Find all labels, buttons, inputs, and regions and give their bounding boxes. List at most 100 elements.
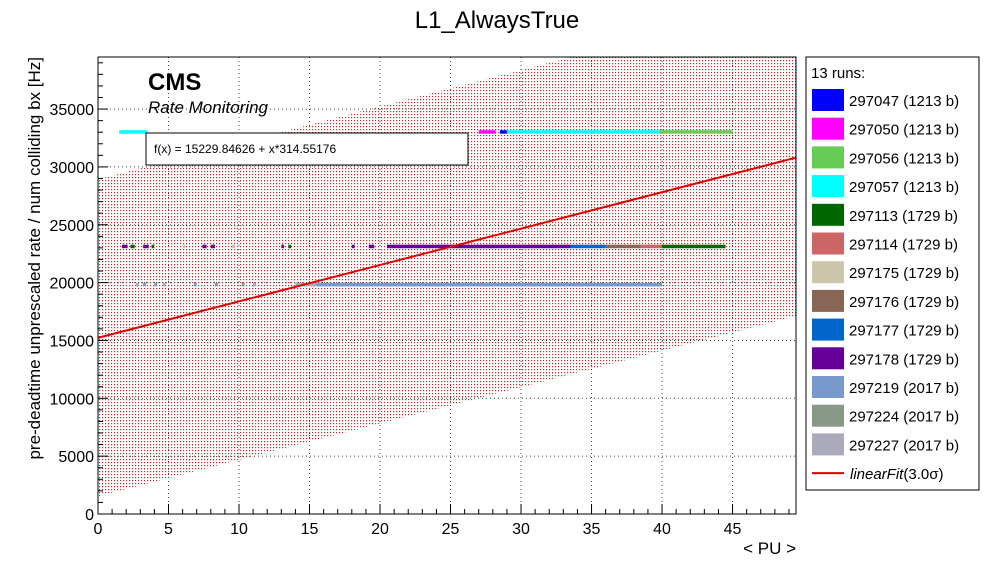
plot-frame	[97, 56, 797, 515]
data-point-run	[119, 130, 148, 134]
series-0	[499, 130, 507, 134]
fit-line-layer	[98, 156, 796, 339]
y-tick-label: 30000	[50, 160, 95, 177]
data-point-run	[605, 244, 641, 249]
data-point-run	[143, 282, 146, 287]
legend: 13 runs: 297047 (1213 b)297050 (1213 b)2…	[805, 56, 980, 491]
series-1	[478, 130, 496, 134]
legend-item: 297176 (1729 b)	[812, 289, 959, 312]
x-tick-label: 35	[583, 521, 601, 538]
series-3	[119, 130, 660, 134]
legend-label: 297057 (1213 b)	[849, 179, 959, 196]
x-tick-label: 0	[94, 521, 103, 538]
data-point-run	[121, 244, 128, 249]
data-point-run	[281, 244, 285, 249]
data-point-run	[193, 282, 197, 287]
data-point-run	[130, 244, 135, 249]
y-tick-label: 20000	[50, 276, 95, 293]
fit-function-box: f(x) = 15229.84626 + x*314.55176	[145, 132, 469, 166]
legend-swatch	[812, 318, 844, 341]
legend-swatch	[812, 376, 844, 398]
x-tick-label: 40	[653, 521, 671, 538]
series-10	[143, 282, 663, 287]
data-point-run	[640, 244, 663, 249]
fit-function-frame	[145, 132, 469, 166]
legend-swatch	[812, 89, 844, 111]
legend-label: 297227 (2017 b)	[849, 437, 959, 454]
legend-item: 297056 (1213 b)	[812, 146, 959, 169]
x-axis-label: < PU >	[743, 539, 796, 558]
legend-item: 297047 (1213 b)	[812, 89, 959, 111]
x-tick-label: 15	[301, 521, 319, 538]
legend-swatch	[812, 175, 844, 198]
legend-label: 297056 (1213 b)	[849, 150, 959, 167]
legend-item: 297113 (1729 b)	[812, 203, 958, 226]
legend-swatch	[812, 146, 844, 169]
series-8	[570, 244, 606, 249]
legend-swatch	[812, 232, 844, 255]
data-point-run	[215, 282, 218, 287]
legend-item: 297057 (1213 b)	[812, 175, 959, 198]
axes-layer: 0 5 10 15 20 25 30 35 40 45 0 5000 10000 15000 20000 25…	[50, 62, 790, 538]
series-4	[130, 244, 726, 249]
data-point-run	[368, 244, 375, 249]
fit-sigma-band	[98, 57, 796, 497]
y-tick-label: 25000	[50, 218, 95, 235]
chart-title: L1_AlwaysTrue	[415, 7, 580, 34]
x-tick-label: 25	[442, 521, 460, 538]
cms-label: CMS	[148, 69, 201, 96]
y-tick-label: 10000	[50, 391, 95, 408]
data-point-run	[316, 282, 663, 287]
legend-item: 297219 (2017 b)	[812, 376, 959, 398]
legend-label: 297050 (1213 b)	[849, 122, 959, 139]
legend-label: 297113 (1729 b)	[849, 208, 958, 225]
legend-label: 297219 (2017 b)	[849, 380, 959, 397]
legend-swatch	[812, 433, 844, 456]
legend-item: 297224 (2017 b)	[812, 404, 959, 427]
x-tick-label: 45	[724, 521, 742, 538]
data-point-run	[662, 244, 726, 249]
y-tick-label: 0	[85, 507, 94, 524]
fit-band-layer	[98, 57, 796, 497]
data-point-run	[659, 130, 733, 134]
legend-item: 297175 (1729 b)	[812, 261, 959, 284]
data-point-run	[288, 244, 292, 249]
legend-swatch	[812, 404, 844, 427]
legend-item: 297227 (2017 b)	[812, 433, 959, 456]
legend-label: 297176 (1729 b)	[849, 294, 959, 311]
data-point-run	[162, 282, 166, 287]
data-point-run	[202, 244, 207, 249]
legend-item: 297177 (1729 b)	[812, 318, 959, 341]
fit-line	[98, 156, 796, 339]
data-point-run	[253, 282, 256, 287]
data-point-run	[143, 244, 149, 249]
series-2	[659, 130, 733, 134]
legend-swatch	[812, 203, 844, 226]
series-5	[640, 244, 663, 249]
y-tick-label: 15000	[50, 333, 95, 350]
y-axis-label: pre-deadtime unprescaled rate / num coll…	[25, 57, 44, 460]
rate-monitoring-label: Rate Monitoring	[148, 98, 269, 117]
legend-item: 297178 (1729 b)	[812, 347, 959, 370]
legend-label: 297224 (2017 b)	[849, 409, 959, 426]
legend-item: 297114 (1729 b)	[812, 232, 958, 255]
x-tick-label: 10	[230, 521, 248, 538]
data-point-run	[387, 244, 571, 249]
data-point-run	[210, 244, 216, 249]
legend-label: 297047 (1213 b)	[849, 93, 959, 110]
legend-label: 297178 (1729 b)	[849, 351, 959, 368]
legend-items: 297047 (1213 b) 297050 (1213 b) 297056 (12…	[812, 89, 959, 483]
legend-item: 297050 (1213 b)	[812, 117, 959, 140]
legend-swatch	[812, 261, 844, 284]
x-tick-label: 5	[164, 521, 173, 538]
data-point-run	[351, 244, 355, 249]
data-point-run	[506, 130, 660, 134]
legend-label: 297177 (1729 b)	[849, 323, 959, 340]
series-11	[241, 282, 245, 287]
data-point-run	[136, 282, 139, 287]
legend-swatch	[812, 117, 844, 140]
data-point-run	[231, 244, 235, 249]
data-point-run	[182, 244, 186, 249]
data-point-run	[570, 244, 606, 249]
